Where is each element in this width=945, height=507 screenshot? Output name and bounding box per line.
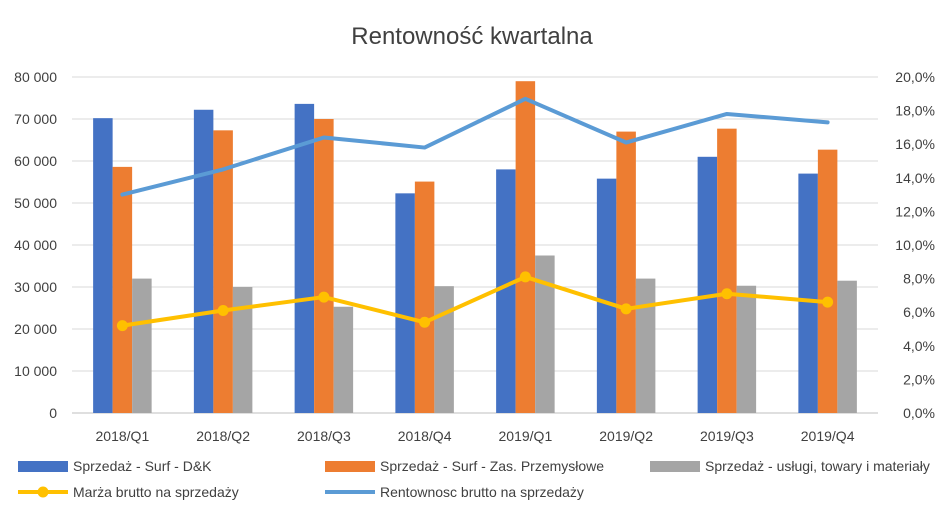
bar — [414, 181, 435, 413]
legend-label: Sprzedaż - Surf - D&K — [73, 458, 212, 474]
x-tick-label: 2019/Q3 — [700, 428, 754, 444]
x-tick-label: 2018/Q3 — [297, 428, 351, 444]
bar — [213, 130, 233, 413]
legend-label: Sprzedaż - Surf - Zas. Przemysłowe — [380, 458, 604, 474]
y-tick-label-left: 10 000 — [14, 363, 57, 379]
bars-group — [93, 81, 857, 414]
y-tick-label-right: 20,0% — [895, 69, 935, 85]
legend-label: Marża brutto na sprzedaży — [73, 484, 239, 500]
bar — [93, 118, 113, 413]
legend-swatch — [18, 461, 68, 472]
bar — [496, 169, 516, 413]
line-point — [620, 303, 632, 315]
y-tick-label-left: 20 000 — [14, 321, 57, 337]
bar — [616, 131, 636, 413]
x-axis: 2018/Q1 2018/Q2 2018/Q3 2018/Q4 2019/Q1 2019/… — [96, 428, 855, 444]
line-point — [217, 305, 229, 317]
y-tick-label-left: 30 000 — [14, 279, 57, 295]
x-tick-label: 2019/Q4 — [801, 428, 855, 444]
bar — [535, 255, 555, 413]
legend-label: Rentownosc brutto na sprzedaży — [380, 484, 584, 500]
legend-swatch — [325, 461, 375, 472]
x-tick-label: 2019/Q2 — [599, 428, 653, 444]
line-point — [721, 288, 733, 300]
bar — [434, 286, 454, 413]
y-tick-label-left: 70 000 — [14, 111, 57, 127]
bar — [132, 278, 152, 413]
y-tick-label-left: 50 000 — [14, 195, 57, 211]
bar — [294, 103, 315, 413]
series-line — [120, 274, 830, 328]
bar — [333, 306, 354, 413]
bar — [635, 278, 656, 413]
y-tick-label-right: 4,0% — [903, 338, 935, 354]
bar — [515, 81, 536, 413]
bar — [596, 178, 617, 413]
line-point — [519, 271, 531, 283]
line-point — [419, 316, 431, 328]
bar — [395, 193, 415, 413]
y-tick-label-right: 12,0% — [895, 203, 935, 219]
y-tick-label-right: 0,0% — [903, 405, 935, 421]
bar — [193, 109, 214, 413]
x-tick-label: 2019/Q1 — [499, 428, 553, 444]
bar — [232, 287, 253, 413]
y-axis-right: 0,0% 2,0% 4,0% 6,0% 8,0% 10,0% 12,0% 14,0% 16,0%… — [895, 69, 935, 421]
x-tick-label: 2018/Q4 — [398, 428, 452, 444]
gridlines — [72, 76, 878, 414]
legend-marker — [37, 486, 49, 498]
y-tick-label-right: 10,0% — [895, 237, 935, 253]
y-tick-label-left: 40 000 — [14, 237, 57, 253]
x-tick-label: 2018/Q2 — [196, 428, 250, 444]
bar — [837, 280, 857, 413]
y-tick-label-right: 16,0% — [895, 136, 935, 152]
y-tick-label-right: 8,0% — [903, 271, 935, 287]
bar — [817, 149, 838, 413]
y-tick-label-left: 60 000 — [14, 153, 57, 169]
chart-title: Rentowność kwartalna — [351, 23, 593, 50]
y-tick-label-right: 2,0% — [903, 371, 935, 387]
y-tick-label-right: 14,0% — [895, 170, 935, 186]
line-point — [318, 291, 330, 303]
bar — [314, 119, 334, 413]
y-tick-label-left: 80 000 — [14, 69, 57, 85]
y-axis-left: 0 10 000 20 000 30 000 40 000 50 000 60 000 70 … — [14, 69, 57, 421]
y-tick-label-left: 0 — [49, 405, 57, 421]
bar — [798, 173, 818, 413]
y-tick-label-right: 6,0% — [903, 304, 935, 320]
legend-label: Sprzedaż - usługi, towary i materiały — [705, 458, 930, 474]
bar — [736, 285, 757, 413]
line-point — [116, 320, 128, 332]
bar — [112, 166, 133, 413]
bar — [697, 156, 718, 414]
legend: Sprzedaż - Surf - D&K Sprzedaż - Surf - Z… — [18, 458, 930, 500]
line-point — [822, 296, 834, 308]
x-tick-label: 2018/Q1 — [96, 428, 150, 444]
y-tick-label-right: 18,0% — [895, 103, 935, 119]
series-line — [120, 96, 830, 197]
bar — [717, 128, 737, 413]
legend-swatch — [650, 461, 700, 472]
lines-group — [116, 96, 834, 332]
